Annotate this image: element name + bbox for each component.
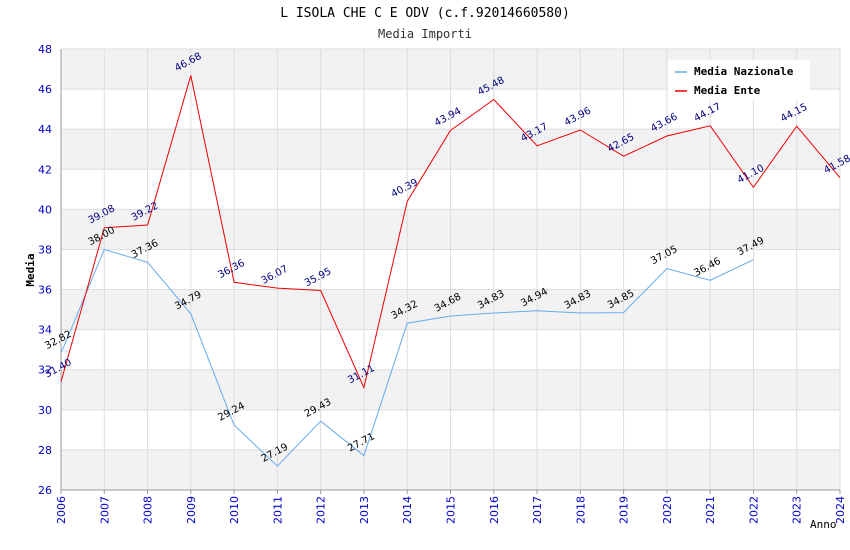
y-axis-ticks: 26 28 30 32 34 36 38 40 42 44 46 48 — [38, 43, 52, 497]
y-tick-label: 48 — [38, 43, 52, 56]
data-label-ente: 44.17 — [692, 101, 722, 124]
x-tick-label: 2018 — [574, 496, 587, 524]
x-axis-title: Anno — [810, 518, 837, 531]
data-label-ente: 36.07 — [260, 264, 290, 287]
y-tick-label: 46 — [38, 83, 52, 96]
legend-label-ente: Media Ente — [694, 84, 761, 97]
y-tick-label: 28 — [38, 444, 52, 457]
data-label-ente: 35.95 — [303, 266, 333, 289]
x-tick-label: 2020 — [661, 496, 674, 524]
y-tick-label: 42 — [38, 163, 52, 176]
y-tick-label: 38 — [38, 243, 52, 256]
x-tick-label: 2023 — [791, 496, 804, 524]
x-axis-ticks: 2006 2007 2008 2009 2010 2011 2012 2013 2014 2015… — [55, 496, 847, 524]
y-tick-label: 36 — [38, 284, 52, 297]
series-line-nazionale — [60, 248, 754, 467]
x-tick-label: 2024 — [834, 496, 847, 524]
data-label-ente: 44.15 — [779, 102, 809, 125]
x-tick-label: 2019 — [618, 496, 631, 524]
y-tick-label: 26 — [38, 484, 52, 497]
data-label-ente: 43.96 — [563, 105, 593, 128]
x-tick-label: 2014 — [401, 496, 414, 524]
legend-box — [668, 60, 810, 100]
legend-label-nazionale: Media Nazionale — [694, 65, 794, 78]
series-lines — [60, 75, 841, 467]
x-tick-label: 2009 — [185, 496, 198, 524]
x-tick-label: 2008 — [142, 496, 155, 524]
series-line-ente — [60, 75, 841, 390]
y-tick-label: 44 — [38, 123, 52, 136]
x-tick-label: 2013 — [358, 496, 371, 524]
legend: Media Nazionale Media Ente — [668, 60, 810, 100]
x-tick-label: 2011 — [271, 496, 284, 524]
x-tick-label: 2017 — [531, 496, 544, 524]
x-tick-label: 2007 — [98, 496, 111, 524]
y-tick-label: 32 — [38, 364, 52, 377]
x-tick-label: 2010 — [228, 496, 241, 524]
x-tick-label: 2012 — [315, 496, 328, 524]
axes — [60, 49, 841, 494]
data-label-ente: 40.39 — [389, 177, 419, 200]
y-tick-label: 30 — [38, 404, 52, 417]
y-axis-title: Media — [24, 253, 37, 286]
x-tick-label: 2021 — [704, 496, 717, 524]
chart-title: L ISOLA CHE C E ODV (c.f.92014660580) — [280, 6, 570, 21]
y-tick-label: 40 — [38, 203, 52, 216]
data-label-ente: 36.36 — [216, 258, 246, 281]
x-tick-label: 2016 — [488, 496, 501, 524]
x-tick-label: 2015 — [445, 496, 458, 524]
chart-subtitle: Media Importi — [378, 27, 472, 41]
y-tick-label: 34 — [38, 324, 52, 337]
data-label-nazionale: 36.46 — [692, 256, 722, 279]
x-tick-label: 2022 — [747, 496, 760, 524]
data-label-ente: 43.94 — [433, 106, 463, 129]
x-tick-label: 2006 — [55, 496, 68, 524]
